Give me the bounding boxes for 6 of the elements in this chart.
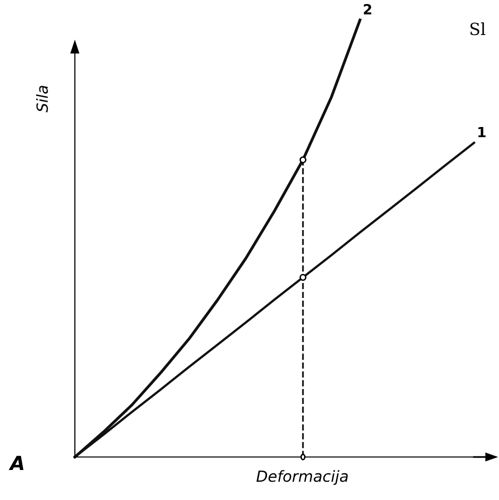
- annotation: Sl: [470, 22, 486, 36]
- series-label: 2: [364, 4, 372, 14]
- y-axis-title: Sila: [36, 86, 48, 112]
- text: A: [8, 456, 24, 470]
- x-axis-title: Deformacija: [256, 470, 348, 485]
- series-label: 1: [478, 127, 486, 138]
